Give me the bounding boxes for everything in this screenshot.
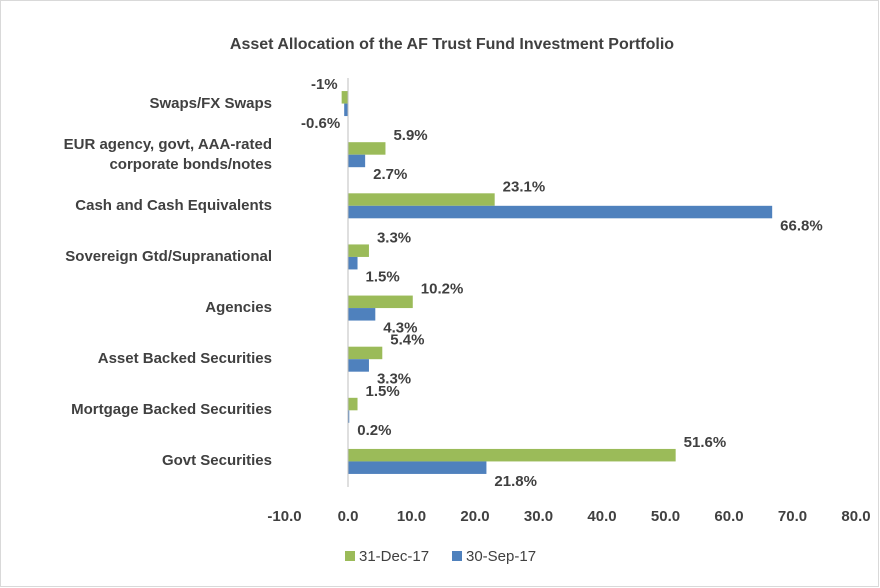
x-tick-label: 20.0 — [460, 508, 489, 525]
x-tick-label: 0.0 — [338, 508, 359, 525]
bar — [348, 154, 366, 168]
chart-title: Asset Allocation of the AF Trust Fund In… — [230, 36, 674, 53]
category-label: EUR agency, govt, AAA-rated corporate bo… — [63, 135, 272, 173]
category-label: Asset Backed Securities — [97, 350, 272, 368]
bar — [341, 91, 348, 104]
data-label: 66.8% — [780, 217, 823, 234]
bar — [348, 244, 369, 257]
x-tick-label: 50.0 — [651, 508, 680, 525]
x-tick-label: 10.0 — [397, 508, 426, 525]
data-label: 0.2% — [357, 422, 391, 439]
bar — [348, 205, 773, 219]
data-label: -0.6% — [301, 115, 340, 132]
bar — [348, 346, 383, 360]
bar — [348, 295, 413, 309]
category-label: Mortgage Backed Securities — [71, 401, 272, 419]
category-label: Swaps/FX Swaps — [149, 94, 272, 112]
data-label: 23.1% — [503, 178, 546, 195]
x-tick-label: 60.0 — [714, 508, 743, 525]
data-label: 5.4% — [390, 332, 424, 349]
category-label: Govt Securities — [161, 452, 272, 470]
x-tick-label: -10.0 — [267, 508, 301, 525]
x-tick-label: 30.0 — [524, 508, 553, 525]
bar — [348, 461, 487, 474]
data-label: 1.5% — [366, 268, 400, 285]
category-label: Cash and Cash Equivalents — [75, 196, 272, 214]
data-label: 3.3% — [377, 229, 411, 246]
category-label: Agencies — [205, 299, 272, 317]
bar — [348, 397, 358, 411]
bar — [348, 256, 358, 270]
data-label: 10.2% — [421, 281, 464, 298]
bar — [348, 448, 676, 462]
x-tick-label: 40.0 — [587, 508, 616, 525]
data-label: 5.9% — [393, 127, 427, 144]
data-label: 1.5% — [366, 383, 400, 400]
bar — [344, 103, 348, 117]
legend-label: 31-Dec-17 — [359, 548, 429, 565]
bar — [348, 308, 376, 321]
bar — [348, 410, 350, 423]
legend-swatch — [345, 551, 355, 561]
category-label: Sovereign Gtd/Supranational — [65, 247, 272, 265]
data-label: 21.8% — [494, 473, 537, 490]
bar — [348, 142, 386, 155]
x-tick-label: 80.0 — [841, 508, 870, 525]
bar — [348, 359, 369, 372]
x-tick-label: 70.0 — [778, 508, 807, 525]
data-label: 3.3% — [377, 371, 411, 388]
data-label: 4.3% — [383, 320, 417, 337]
legend-label: 30-Sep-17 — [466, 548, 536, 565]
bar — [348, 193, 495, 206]
data-label: -1% — [311, 76, 338, 93]
legend-swatch — [452, 551, 462, 561]
data-label: 51.6% — [684, 434, 727, 451]
data-label: 2.7% — [373, 166, 407, 183]
